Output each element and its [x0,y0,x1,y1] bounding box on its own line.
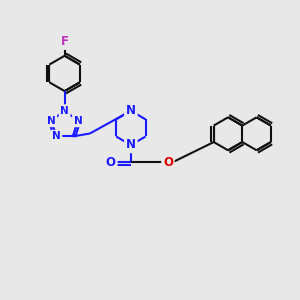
Text: N: N [126,139,136,152]
Text: N: N [126,104,136,117]
Text: N: N [52,131,61,141]
Text: N: N [74,116,82,126]
Text: O: O [163,156,173,169]
Text: F: F [61,35,69,48]
Text: O: O [106,156,116,169]
Text: N: N [47,116,56,126]
Text: N: N [60,106,69,116]
